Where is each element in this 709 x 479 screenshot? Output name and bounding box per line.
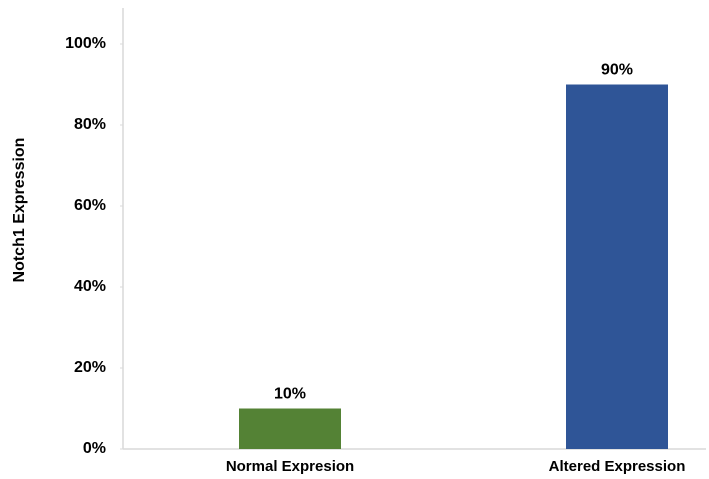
x-tick-label: Altered Expression [549, 458, 686, 475]
bar [239, 408, 341, 449]
x-tick-label: Normal Expresion [226, 458, 354, 475]
value-label: 90% [601, 62, 633, 79]
y-tick-label: 60% [74, 197, 106, 214]
y-tick-label: 20% [74, 359, 106, 376]
y-axis-label: Notch1 Expression [11, 138, 28, 283]
value-label: 10% [274, 386, 306, 403]
y-tick-label: 80% [74, 116, 106, 133]
y-tick-label: 100% [65, 35, 106, 52]
y-tick-label: 0% [83, 440, 106, 457]
bar [566, 84, 668, 449]
y-tick-label: 40% [74, 278, 106, 295]
